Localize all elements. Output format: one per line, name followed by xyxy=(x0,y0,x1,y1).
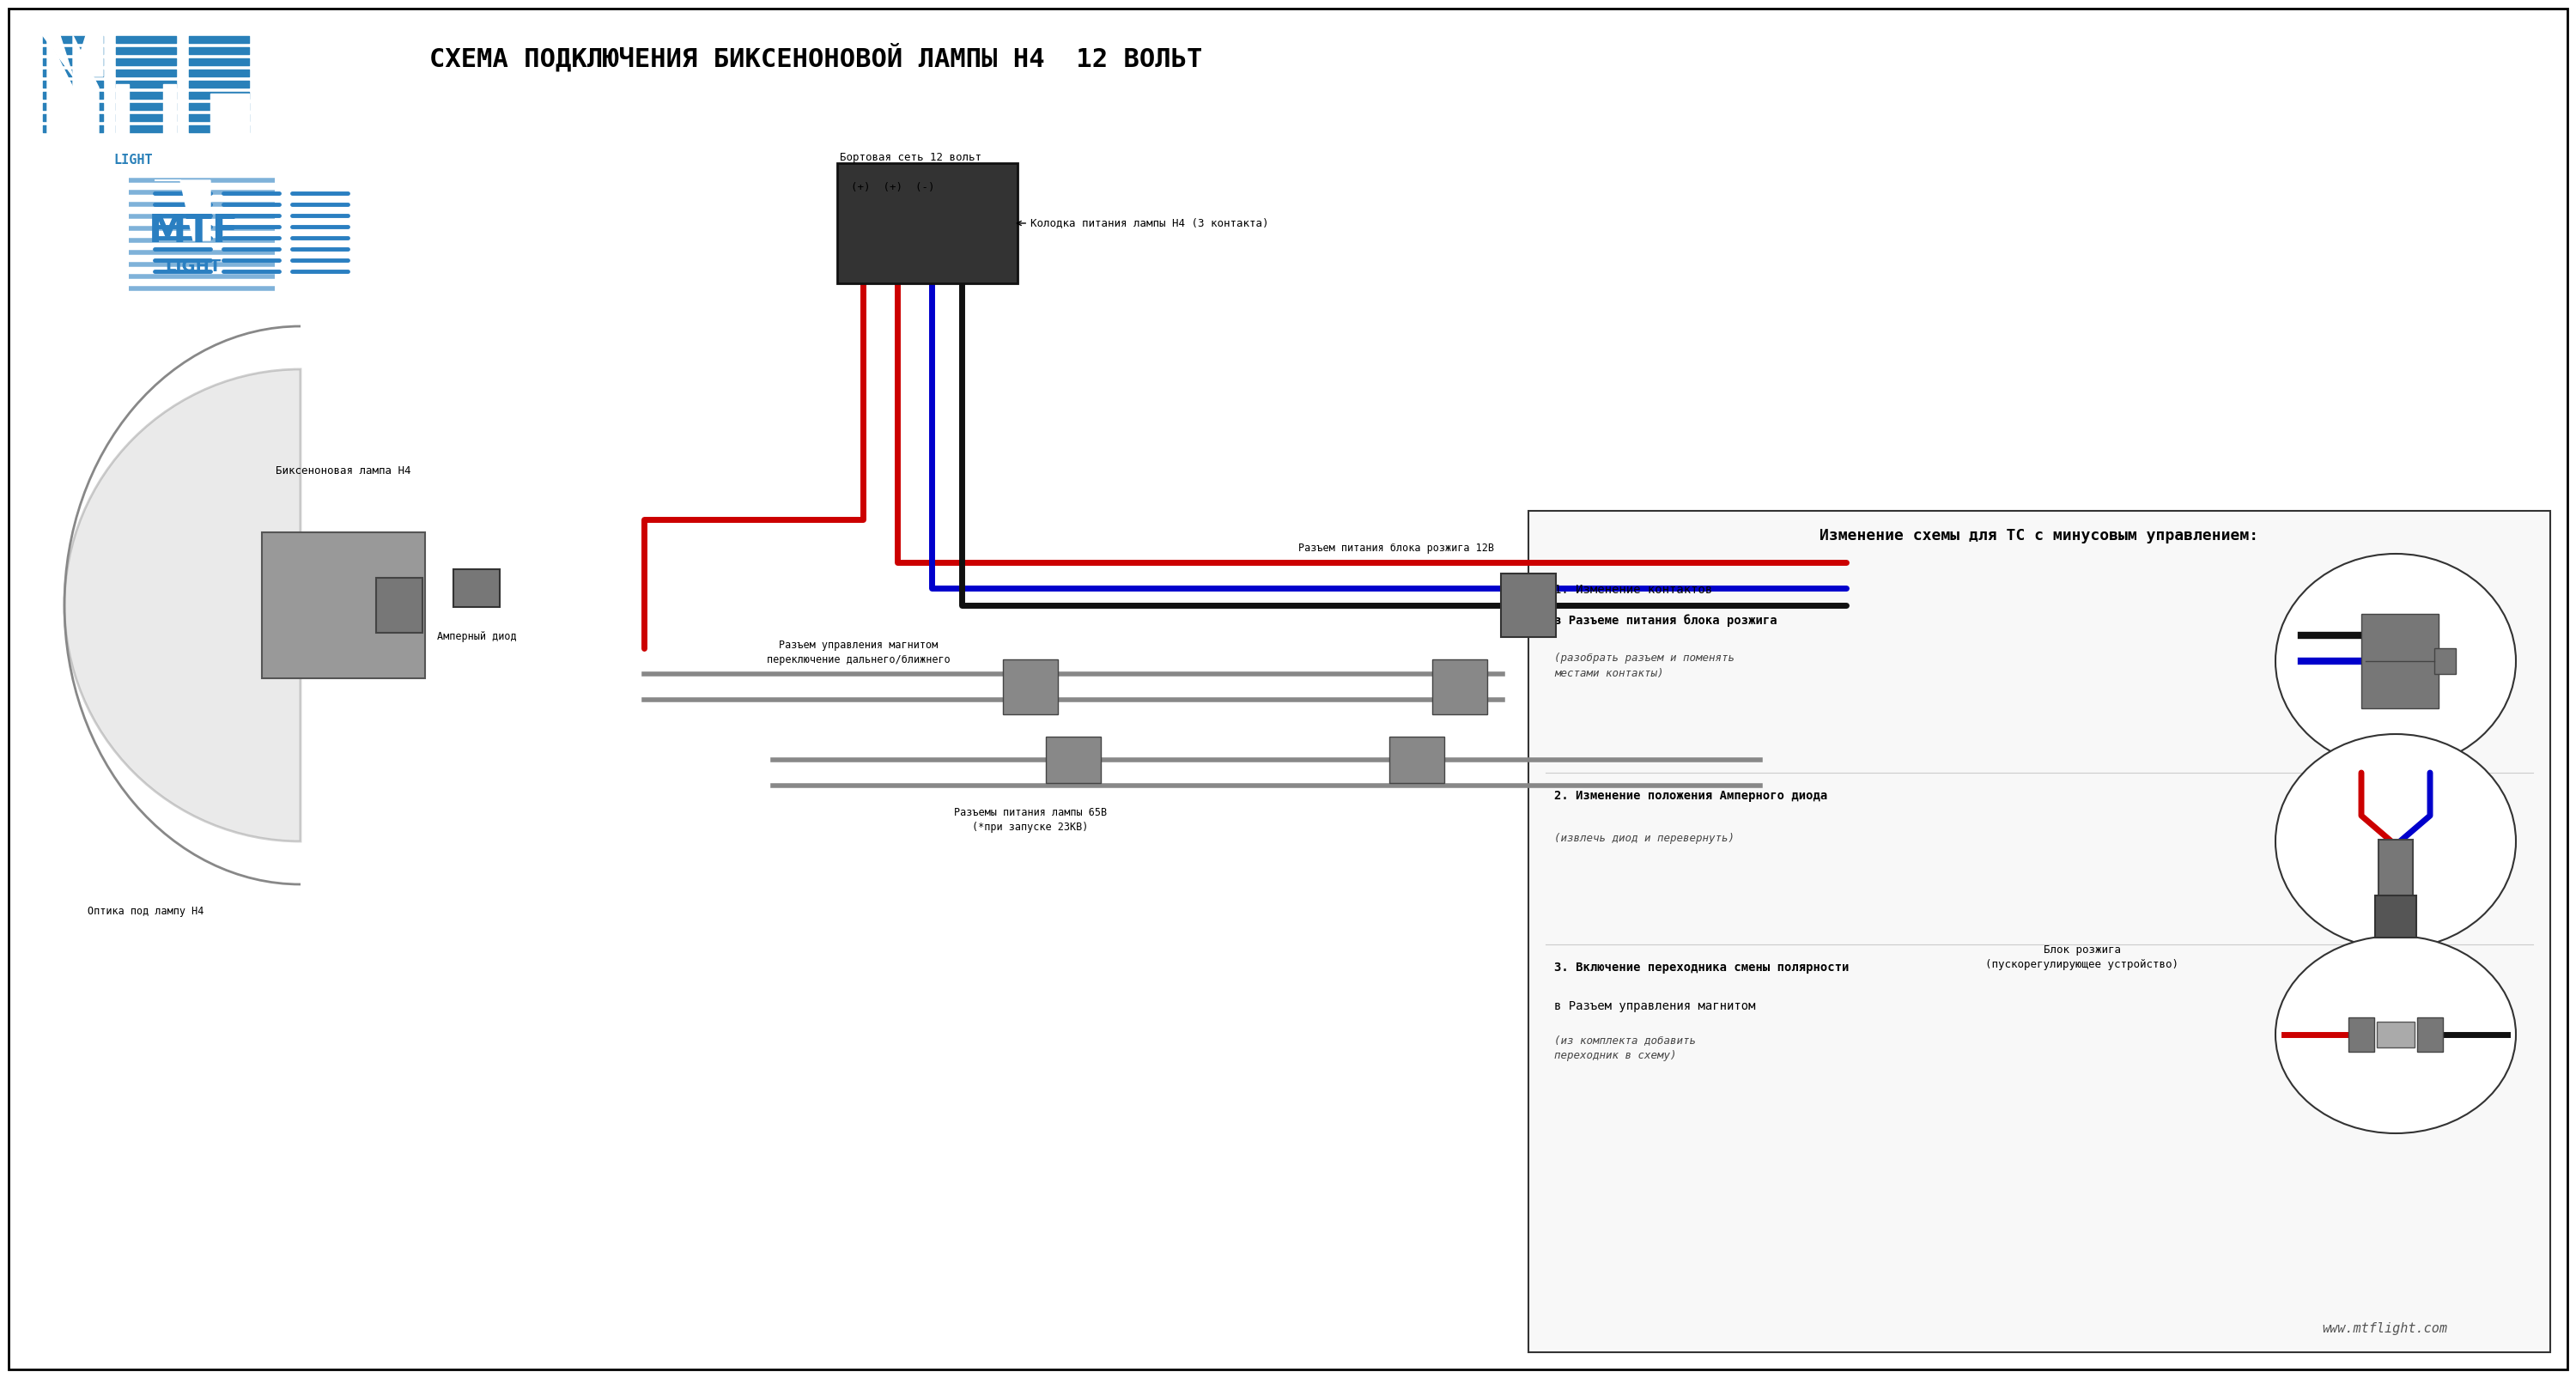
Text: www.mtflight.com: www.mtflight.com xyxy=(2321,1323,2447,1335)
Polygon shape xyxy=(162,84,175,143)
Text: LIGHT: LIGHT xyxy=(113,154,152,167)
FancyBboxPatch shape xyxy=(1002,660,1059,714)
Text: Разъем питания блока розжига 12В: Разъем питания блока розжига 12В xyxy=(1298,543,1494,554)
FancyBboxPatch shape xyxy=(2416,1017,2442,1051)
Text: (+)  (+)  (-): (+) (+) (-) xyxy=(850,182,935,193)
Polygon shape xyxy=(116,84,129,143)
Ellipse shape xyxy=(2275,554,2517,769)
Text: Изменение схемы для ТС с минусовым управлением:: Изменение схемы для ТС с минусовым управ… xyxy=(1819,528,2259,543)
FancyBboxPatch shape xyxy=(837,163,1018,284)
FancyBboxPatch shape xyxy=(1847,992,2318,1335)
Polygon shape xyxy=(44,36,72,76)
Polygon shape xyxy=(46,36,72,143)
FancyBboxPatch shape xyxy=(2378,1021,2414,1047)
Polygon shape xyxy=(155,181,211,240)
FancyBboxPatch shape xyxy=(453,569,500,606)
FancyBboxPatch shape xyxy=(263,532,425,678)
Polygon shape xyxy=(211,94,250,143)
Text: в Разъеме питания блока розжига: в Разъеме питания блока розжига xyxy=(1553,613,1777,627)
Text: MTF: MTF xyxy=(147,214,240,251)
Text: Разъемы питания лампы 65В
(*при запуске 23КВ): Разъемы питания лампы 65В (*при запуске … xyxy=(953,808,1108,832)
Text: Колодка питания лампы H4 (3 контакта): Колодка питания лампы H4 (3 контакта) xyxy=(1018,218,1267,229)
Text: (из комплекта добавить
переходник в схему): (из комплекта добавить переходник в схем… xyxy=(1553,1035,1695,1061)
Text: Биксеноновая лампа H4: Биксеноновая лампа H4 xyxy=(276,466,412,477)
FancyBboxPatch shape xyxy=(1432,660,1486,714)
Text: в Разъем управления магнитом: в Разъем управления магнитом xyxy=(1553,1000,1754,1013)
Text: СХЕМА ПОДКЛЮЧЕНИЯ БИКСЕНОНОВОЙ ЛАМПЫ H4  12 ВОЛЬТ: СХЕМА ПОДКЛЮЧЕНИЯ БИКСЕНОНОВОЙ ЛАМПЫ H4 … xyxy=(430,43,1203,72)
Wedge shape xyxy=(64,369,301,842)
FancyBboxPatch shape xyxy=(2434,648,2455,674)
Polygon shape xyxy=(72,36,98,143)
Text: Амперный диод: Амперный диод xyxy=(438,631,515,642)
FancyBboxPatch shape xyxy=(2375,896,2416,937)
Ellipse shape xyxy=(2275,936,2517,1133)
FancyBboxPatch shape xyxy=(124,163,283,292)
FancyBboxPatch shape xyxy=(2362,613,2439,708)
Text: (извлечь диод и перевернуть): (извлечь диод и перевернуть) xyxy=(1553,832,1734,843)
FancyBboxPatch shape xyxy=(1528,511,2550,1352)
FancyBboxPatch shape xyxy=(1388,737,1445,783)
FancyBboxPatch shape xyxy=(2349,1017,2375,1051)
Ellipse shape xyxy=(2275,734,2517,948)
Text: Разъем управления магнитом
переключение дальнего/ближнего: Разъем управления магнитом переключение … xyxy=(768,639,951,666)
FancyBboxPatch shape xyxy=(26,30,265,158)
Text: (разобрать разъем и поменять
местами контакты): (разобрать разъем и поменять местами кон… xyxy=(1553,653,1734,679)
FancyBboxPatch shape xyxy=(376,577,422,633)
Text: Блок розжига
(пускорегулирующее устройство): Блок розжига (пускорегулирующее устройст… xyxy=(1986,944,2179,970)
Polygon shape xyxy=(72,36,103,76)
FancyBboxPatch shape xyxy=(2378,839,2414,903)
Text: 3. Включение переходника смены полярности: 3. Включение переходника смены полярност… xyxy=(1553,962,1850,974)
FancyBboxPatch shape xyxy=(1502,573,1556,637)
FancyBboxPatch shape xyxy=(1046,737,1100,783)
Text: Бортовая сеть 12 вольт: Бортовая сеть 12 вольт xyxy=(840,152,981,163)
Text: LIGHT: LIGHT xyxy=(165,258,222,274)
Text: 2. Изменение положения Амперного диода: 2. Изменение положения Амперного диода xyxy=(1553,790,1826,802)
Text: Оптика под лампу H4: Оптика под лампу H4 xyxy=(88,905,204,916)
Text: 1. Изменение контактов: 1. Изменение контактов xyxy=(1553,584,1713,595)
